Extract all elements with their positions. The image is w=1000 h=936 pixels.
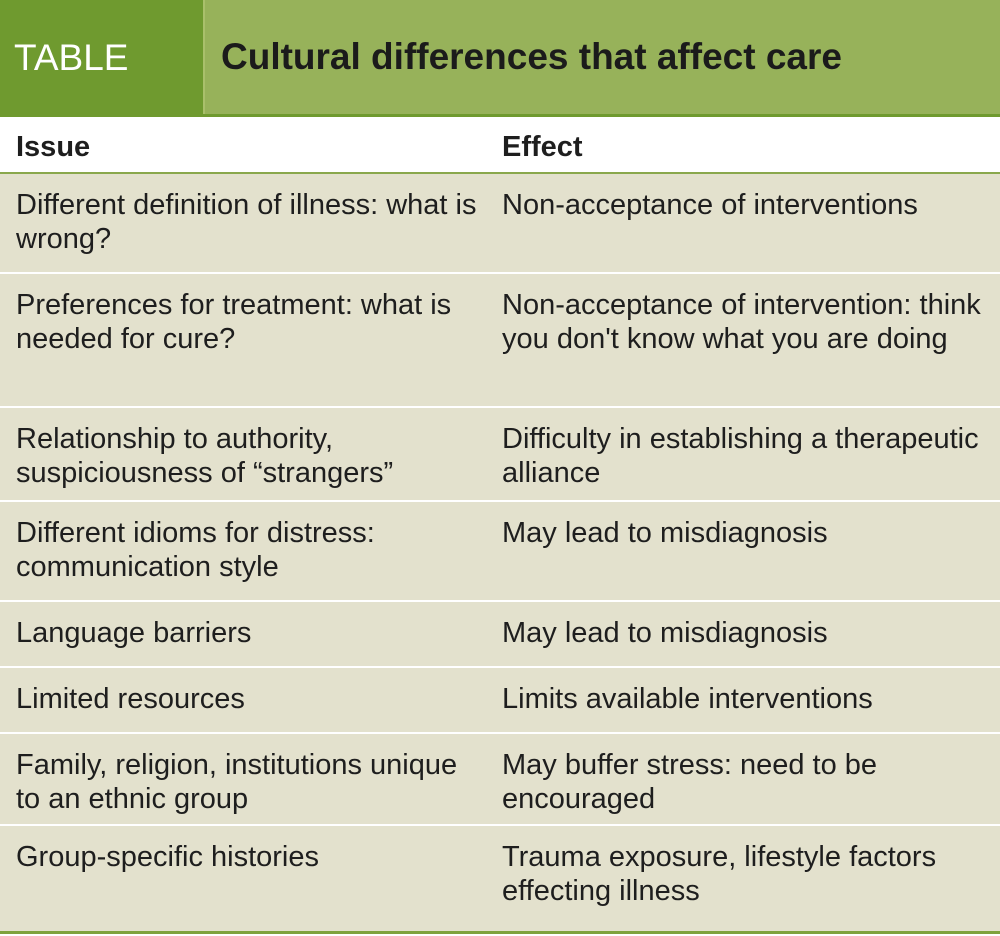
- table-row: Preferences for treatment: what is neede…: [0, 274, 1000, 408]
- table-title: Cultural differences that affect care: [203, 0, 1000, 114]
- issue-cell: Language barriers: [16, 617, 252, 649]
- table-row: Different definition of illness: what is…: [0, 174, 1000, 274]
- table-row: Different idioms for distress: communica…: [0, 502, 1000, 602]
- issue-cell: Different definition of illness: what is…: [16, 189, 477, 255]
- table-header-row: Issue Effect: [0, 114, 1000, 174]
- effect-cell: May lead to misdiagnosis: [502, 517, 828, 549]
- effect-cell: Limits available interventions: [502, 683, 873, 715]
- column-header-effect: Effect: [502, 131, 583, 163]
- table-row: Relationship to authority, suspiciousnes…: [0, 408, 1000, 502]
- issue-cell: Different idioms for distress: communica…: [16, 517, 375, 583]
- issue-cell: Relationship to authority, suspiciousnes…: [16, 423, 394, 489]
- table-tag: TABLE: [0, 0, 203, 114]
- table-row: Limited resources Limits available inter…: [0, 668, 1000, 734]
- effect-cell: May buffer stress: need to be encouraged: [502, 749, 878, 815]
- table-title-bar: TABLE Cultural differences that affect c…: [0, 0, 1000, 114]
- effect-cell: May lead to misdiagnosis: [502, 617, 828, 649]
- table-body: Different definition of illness: what is…: [0, 174, 1000, 934]
- effect-cell: Difficulty in establishing a therapeutic…: [502, 423, 979, 489]
- issue-cell: Group-specific histories: [16, 841, 319, 873]
- column-header-issue: Issue: [16, 131, 91, 163]
- effect-cell: Non-acceptance of intervention: think yo…: [502, 289, 981, 355]
- table-row: Group-specific histories Trauma exposure…: [0, 826, 1000, 934]
- table-row: Family, religion, institutions unique to…: [0, 734, 1000, 826]
- table-row: Language barriers May lead to misdiagnos…: [0, 602, 1000, 668]
- effect-cell: Non-acceptance of interventions: [502, 189, 918, 221]
- issue-cell: Limited resources: [16, 683, 245, 715]
- effect-cell: Trauma exposure, lifestyle factors effec…: [502, 841, 937, 907]
- issue-cell: Preferences for treatment: what is neede…: [16, 289, 452, 355]
- issue-cell: Family, religion, institutions unique to…: [16, 749, 458, 815]
